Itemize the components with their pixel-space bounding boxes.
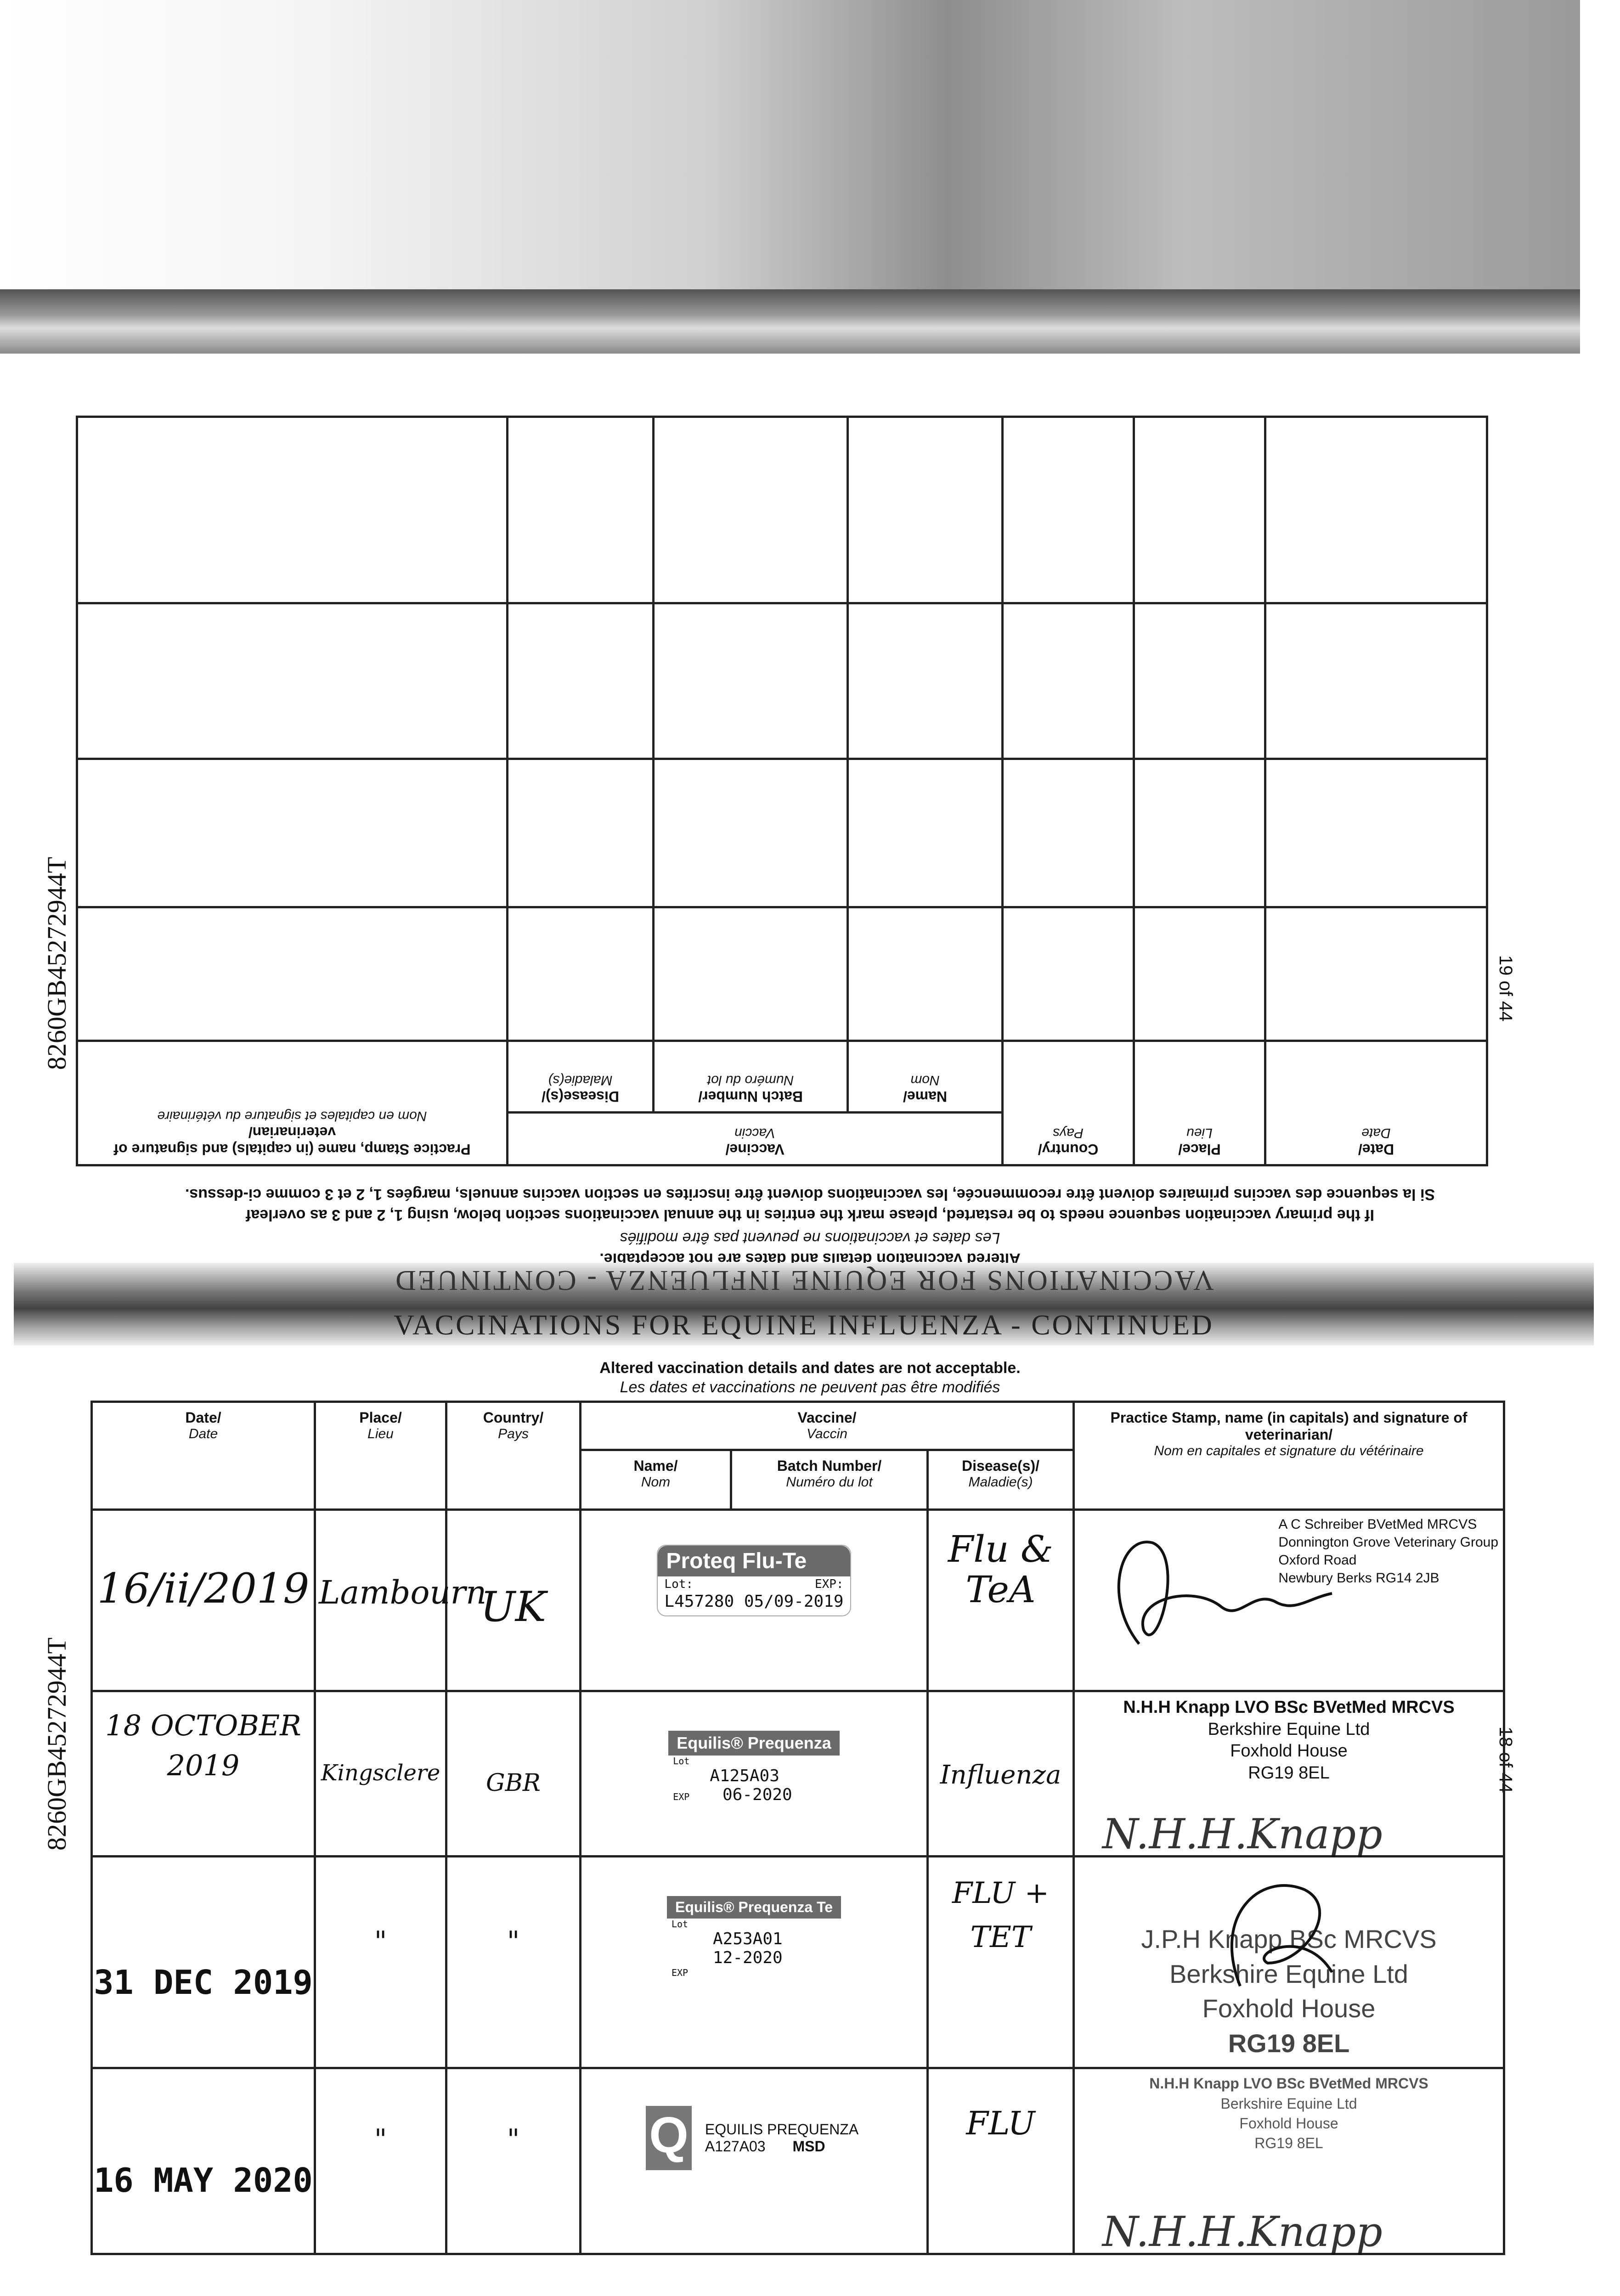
country-cell: GBR — [445, 1690, 581, 1857]
table-row-empty[interactable] — [77, 416, 1487, 603]
disease-cell: FLU + TET — [926, 1855, 1075, 2070]
country-ditto: " — [445, 1855, 581, 2070]
table-row-empty[interactable] — [77, 907, 1487, 1041]
vaccination-table-upper-blank: Date/Date Place/Lieu Country/Pays Vaccin… — [76, 416, 1488, 1166]
date-cell: 18 OCTOBER 2019 — [90, 1690, 316, 1857]
header-place: Place/Lieu — [1134, 1041, 1265, 1165]
header-vaccine: Vaccine/Vaccin — [507, 1112, 1003, 1165]
header-practice: Practice Stamp, name (in capitals) and s… — [1072, 1401, 1506, 1511]
notes-upper-inverted: Altered vaccination details and dates ar… — [185, 1186, 1435, 1267]
disease-cell: FLU — [926, 2067, 1075, 2256]
header-practice: Practice Stamp, name (in capitals) and s… — [77, 1041, 508, 1165]
header-batch: Batch Number/Numéro du lot — [653, 1041, 848, 1113]
notice-altered: Altered vaccination details and dates ar… — [599, 1359, 1021, 1377]
table-row[interactable]: 16/ii/2019 Lambourn UK Proteq Flu-Te Lot… — [90, 1508, 1506, 1692]
table-row[interactable]: 31 DEC 2019 " " Equilis® Prequenza Te Lo… — [90, 1855, 1506, 2070]
header-country: Country/Pays — [445, 1401, 581, 1511]
place-ditto: " — [314, 1855, 447, 2070]
signature: N.H.H.Knapp — [1102, 1810, 1383, 1858]
notice-altered-fr: Les dates et vaccinations ne peuvent pas… — [620, 1379, 1000, 1396]
msd-logo: MSD — [792, 2138, 825, 2155]
table-row-empty[interactable] — [77, 603, 1487, 759]
date-cell: 16/ii/2019 — [90, 1508, 316, 1692]
header-name: Name/Nom — [579, 1449, 732, 1511]
header-place: Place/Lieu — [314, 1401, 447, 1511]
page-number-upper: 19 of 44 — [1496, 955, 1516, 1022]
vaccine-label-sticker: Equilis® Prequenza Te Lot A253A01 12-202… — [579, 1855, 929, 2070]
document-id-upper: 8260GB45272944T — [42, 857, 72, 1070]
disease-cell: Flu & TeA — [926, 1508, 1075, 1692]
vaccine-label-sticker: Proteq Flu-Te Lot: EXP: L457280 05/09-201… — [579, 1508, 929, 1692]
header-disease: Disease(s)/Maladie(s) — [926, 1449, 1075, 1511]
place-cell: Kingsclere — [314, 1690, 447, 1857]
country-ditto: " — [445, 2067, 581, 2256]
equilis-logo-icon: Q — [646, 2106, 692, 2171]
document-id-lower: 8260GB45272944T — [42, 1638, 72, 1851]
table-row[interactable]: 18 OCTOBER 2019 Kingsclere GBR Equilis® … — [90, 1690, 1506, 1858]
section-title: VACCINATIONS FOR EQUINE INFLUENZA - CONT… — [394, 1310, 1214, 1341]
scan-shadow-top — [0, 0, 1580, 354]
signature-image — [1117, 1541, 1332, 1645]
practice-stamp-cell: N.H.H Knapp LVO BSc BVetMed MRCVS Berkshi… — [1072, 2067, 1506, 2257]
table-row-empty[interactable] — [77, 759, 1487, 907]
header-disease: Disease(s)/Maladie(s) — [507, 1041, 654, 1113]
table-row[interactable]: 16 MAY 2020 " " Q EQUILIS PREQUENZA A127A… — [90, 2067, 1506, 2257]
place-cell: Lambourn — [314, 1508, 486, 1692]
vaccine-label-sticker: Equilis® Prequenza Lot A125A03 EXP 06-20… — [579, 1690, 929, 1857]
practice-stamp-cell: J.P.H Knapp BSc MRCVS Berkshire Equine Lt… — [1072, 1855, 1506, 2070]
disease-cell: Influenza — [926, 1690, 1075, 1857]
date-stamp: 16 MAY 2020 — [90, 2067, 316, 2256]
header-date: Date/Date — [90, 1401, 316, 1511]
vaccination-table: Date/Date Place/Lieu Country/Pays Vaccin… — [90, 1401, 1506, 2257]
header-vaccine: Vaccine/Vaccin — [579, 1401, 1075, 1451]
section-title-band: VACCINATIONS FOR EQUINE INFLUENZA - CONT… — [14, 1263, 1594, 1345]
practice-stamp-cell: N.H.H Knapp LVO BSc BVetMed MRCVS Berkshi… — [1072, 1690, 1506, 1858]
header-batch: Batch Number/Numéro du lot — [730, 1449, 929, 1511]
signature-image — [1231, 1884, 1333, 1987]
country-cell: UK — [445, 1508, 581, 1692]
vaccine-label-sticker: Q EQUILIS PREQUENZA A127A03 MSD — [579, 2067, 929, 2256]
header-date: Date/Date — [1265, 1041, 1487, 1165]
practice-stamp-cell: A C Schreiber BVetMed MRCVS Donnington Gr… — [1072, 1508, 1506, 1692]
date-stamp: 31 DEC 2019 — [90, 1855, 316, 2070]
signature: N.H.H.Knapp — [1102, 2208, 1383, 2257]
header-name: Name/Nom — [847, 1041, 1003, 1113]
header-country: Country/Pays — [1002, 1041, 1134, 1165]
place-ditto: " — [314, 2067, 447, 2256]
